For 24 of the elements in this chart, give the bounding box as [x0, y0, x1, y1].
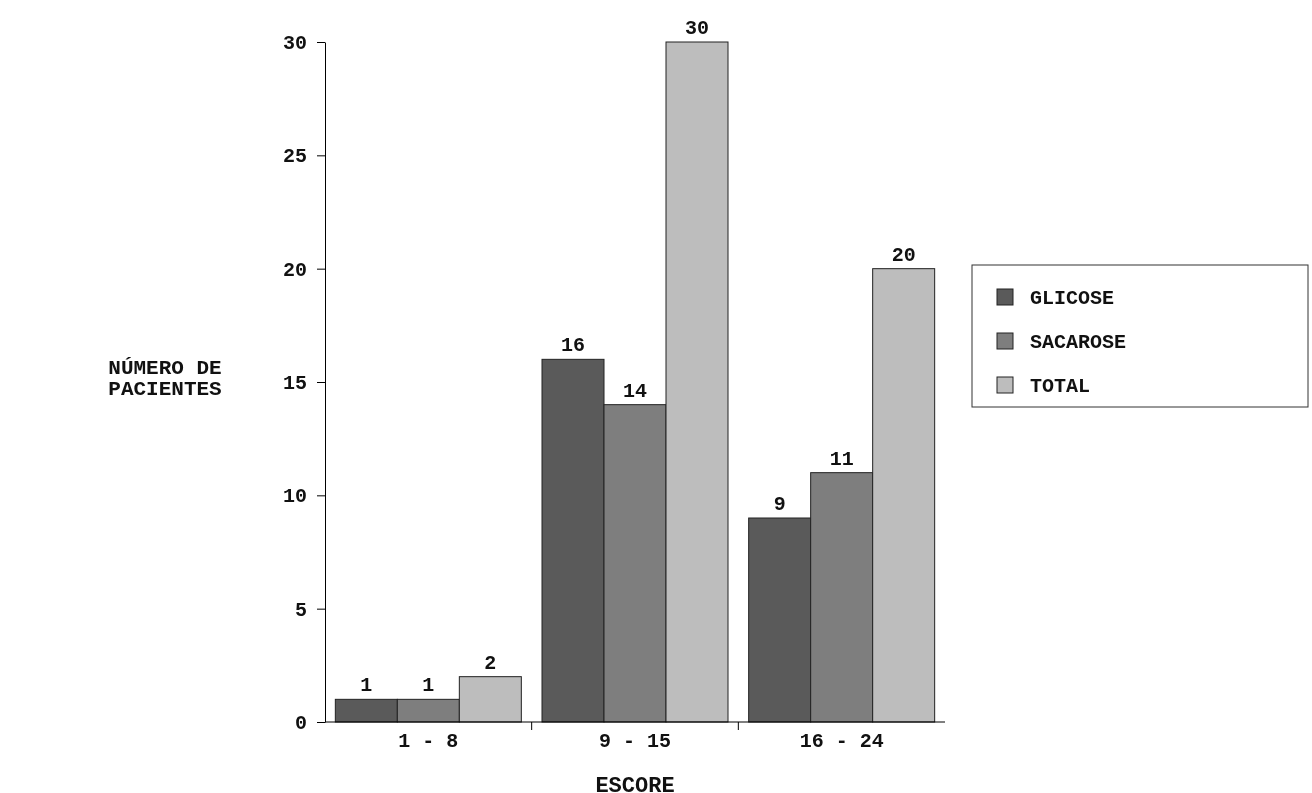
- y-tick-label: 0: [294, 711, 307, 735]
- data-label: 2: [484, 651, 497, 675]
- data-label: 16: [560, 334, 586, 358]
- x-tick-label: 9 - 15: [598, 730, 672, 753]
- data-label: 30: [684, 17, 710, 40]
- data-label: 1: [422, 674, 435, 698]
- y-tick-label: 15: [282, 371, 307, 395]
- legend-label: GLICOSE: [1030, 287, 1115, 310]
- y-tick-label: 30: [282, 31, 307, 55]
- y-tick-label: 25: [282, 145, 307, 169]
- data-label: 11: [829, 447, 854, 471]
- data-label: 9: [773, 493, 786, 516]
- data-label: 1: [360, 674, 373, 698]
- y-tick-label: 5: [294, 598, 307, 622]
- x-tick-label: 1 - 8: [398, 730, 459, 753]
- legend-label: TOTAL: [1030, 375, 1091, 398]
- y-axis-title: NÚMERO DE PACIENTES: [108, 357, 222, 401]
- y-tick-label: 20: [282, 258, 307, 282]
- legend-label: SACAROSE: [1030, 331, 1127, 354]
- data-label: 14: [622, 379, 648, 403]
- x-tick-label: 16 - 24: [799, 730, 884, 753]
- data-label: 20: [891, 243, 916, 267]
- x-axis-title: ESCORE: [595, 774, 675, 793]
- y-tick-label: 10: [282, 485, 307, 509]
